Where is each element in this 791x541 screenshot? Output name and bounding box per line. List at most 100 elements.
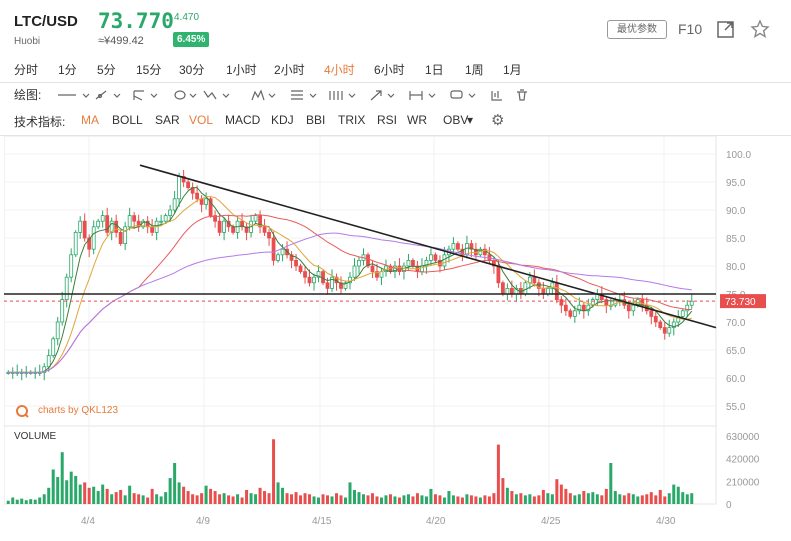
volume-bar bbox=[96, 491, 100, 504]
volume-bar bbox=[523, 495, 527, 504]
indicator-bbi[interactable]: BBI bbox=[306, 113, 326, 127]
candle-body bbox=[420, 265, 424, 272]
star-icon[interactable] bbox=[750, 19, 770, 39]
volume-bar bbox=[87, 487, 91, 504]
volume-bar bbox=[555, 479, 559, 504]
channel-tool-icon[interactable] bbox=[133, 90, 158, 101]
candle-body bbox=[159, 220, 164, 223]
measure-tool-icon[interactable] bbox=[409, 91, 436, 100]
period-1[interactable]: 1分 bbox=[58, 63, 77, 77]
line-tool-icon[interactable] bbox=[58, 93, 90, 98]
candle-body bbox=[303, 271, 307, 278]
indicator-boll[interactable]: BOLL bbox=[112, 113, 143, 127]
trash-icon[interactable] bbox=[517, 89, 527, 101]
volume-bar bbox=[577, 494, 581, 504]
indicator-sar[interactable]: SAR bbox=[155, 113, 180, 127]
expand-icon[interactable] bbox=[716, 19, 736, 39]
indicator-kdj[interactable]: KDJ bbox=[271, 113, 294, 127]
y-tick-label: 100.0 bbox=[726, 150, 751, 161]
shape-tool-icon[interactable] bbox=[174, 90, 197, 100]
volume-bar bbox=[69, 471, 73, 504]
volume-bar bbox=[595, 494, 599, 504]
candle-body bbox=[55, 321, 60, 340]
period-4[interactable]: 30分 bbox=[179, 63, 205, 77]
candle-body bbox=[451, 243, 456, 250]
price-change: 4.470 bbox=[174, 12, 200, 23]
indicator-macd[interactable]: MACD bbox=[225, 113, 261, 127]
candle-body bbox=[244, 226, 249, 233]
volume-bar bbox=[528, 494, 532, 504]
gann-tool-icon[interactable] bbox=[329, 91, 356, 100]
volume-bar bbox=[182, 486, 186, 504]
period-9[interactable]: 1日 bbox=[425, 63, 444, 77]
candle-body bbox=[316, 271, 321, 278]
volume-bar bbox=[231, 496, 235, 504]
period-6[interactable]: 2小时 bbox=[274, 63, 305, 77]
candle-body bbox=[289, 254, 294, 261]
volume-bar bbox=[186, 491, 190, 504]
note-tool-icon[interactable] bbox=[450, 90, 476, 99]
volume-bar bbox=[83, 482, 87, 504]
candle-body bbox=[208, 198, 213, 216]
volume-bar bbox=[487, 496, 491, 504]
f10-button[interactable]: F10 bbox=[678, 21, 703, 37]
ma-line-ma5 bbox=[8, 187, 693, 373]
candle-body bbox=[568, 310, 573, 317]
volume-bar bbox=[42, 494, 46, 504]
fib-tool-icon[interactable] bbox=[291, 90, 317, 100]
volume-bar bbox=[51, 469, 55, 504]
ray-tool-icon[interactable] bbox=[95, 90, 121, 100]
volume-bar bbox=[672, 484, 676, 504]
y-tick-label: 80.0 bbox=[726, 262, 746, 273]
period-0[interactable]: 分时 bbox=[14, 63, 39, 77]
period-10[interactable]: 1周 bbox=[465, 63, 484, 77]
candle-body bbox=[276, 254, 280, 261]
volume-bar bbox=[173, 462, 177, 504]
indicator-rsi[interactable]: RSI bbox=[377, 113, 398, 127]
candle-body bbox=[114, 220, 119, 233]
wave-tool-icon[interactable] bbox=[203, 90, 230, 100]
volume-bar bbox=[568, 493, 572, 504]
candle-body bbox=[222, 220, 226, 233]
pattern-tool-icon[interactable] bbox=[251, 89, 276, 101]
volume-bar bbox=[348, 482, 352, 504]
period-5[interactable]: 1小时 bbox=[226, 63, 257, 77]
candle-body bbox=[231, 226, 235, 233]
settings-gear-icon[interactable]: ⚙ bbox=[491, 112, 505, 129]
volume-bar bbox=[631, 494, 635, 504]
candle-body bbox=[689, 300, 694, 306]
period-2[interactable]: 5分 bbox=[97, 63, 116, 77]
volume-bar bbox=[330, 496, 334, 504]
volume-bar bbox=[361, 494, 365, 504]
candle-body bbox=[411, 260, 415, 267]
bars-tool-icon[interactable] bbox=[491, 91, 502, 101]
period-3[interactable]: 15分 bbox=[136, 63, 162, 77]
volume-bar bbox=[442, 497, 446, 504]
volume-bar bbox=[29, 499, 33, 504]
volume-bar bbox=[366, 495, 370, 504]
volume-bar bbox=[582, 491, 586, 504]
indicator-vol[interactable]: VOL bbox=[189, 113, 214, 127]
period-11[interactable]: 1月 bbox=[503, 63, 522, 77]
candle-body bbox=[604, 299, 609, 306]
candle-body bbox=[469, 243, 474, 250]
last-price: 73.770 bbox=[98, 9, 174, 33]
price-chart[interactable]: 55.060.065.070.075.080.085.090.095.0100.… bbox=[4, 136, 790, 536]
candle-body bbox=[217, 220, 222, 233]
period-7[interactable]: 4小时 bbox=[324, 63, 355, 77]
period-8[interactable]: 6小时 bbox=[374, 63, 405, 77]
x-tick-label: 4/9 bbox=[196, 516, 210, 527]
candle-body bbox=[563, 304, 568, 312]
indicator-trix[interactable]: TRIX bbox=[338, 113, 366, 127]
best-params-button[interactable]: 最优参数 bbox=[607, 20, 667, 39]
arrow-tool-icon[interactable] bbox=[370, 90, 395, 101]
indicator-wr[interactable]: WR bbox=[407, 113, 427, 127]
indicator-obv[interactable]: OBV bbox=[443, 113, 469, 127]
volume-bar bbox=[132, 493, 136, 504]
obv-dropdown-icon[interactable]: ▾ bbox=[467, 113, 474, 127]
x-tick-label: 4/25 bbox=[541, 516, 561, 527]
y-tick-label: 95.0 bbox=[726, 178, 746, 189]
candle-body bbox=[366, 254, 370, 267]
indicator-ma[interactable]: MA bbox=[81, 113, 99, 127]
y-tick-label: 90.0 bbox=[726, 206, 746, 217]
